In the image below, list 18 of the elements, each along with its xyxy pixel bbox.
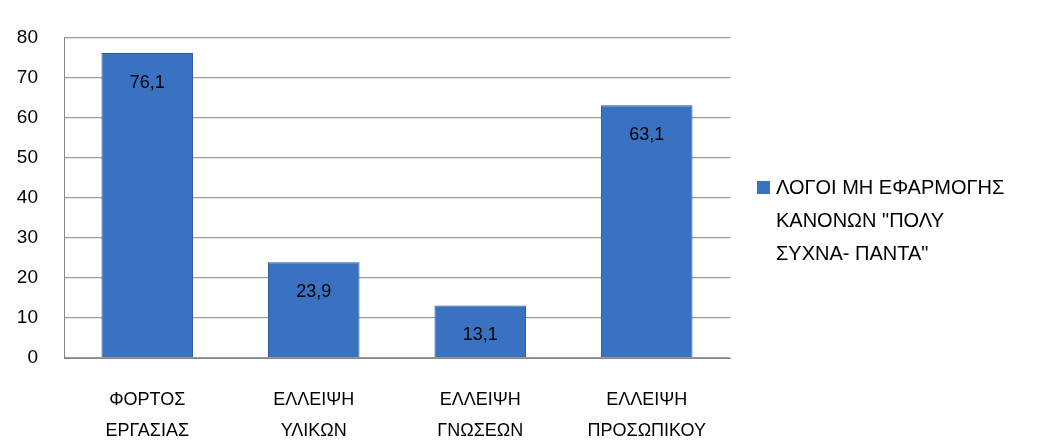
legend-label: ΛΟΓΟΙ ΜΗ ΕΦΑΡΜΟΓΗΣ ΚΑΝΟΝΩΝ "ΠΟΛΥ ΣΥΧΝΑ- ΠΑΝΤΑ" xyxy=(776,175,1006,266)
data-label: 13,1 xyxy=(462,324,498,345)
x-tick-label: ΕΛΛΕΙΨΗ ΠΡΟΣΩΠΙΚΟΥ xyxy=(587,388,706,441)
y-tick-label: 80 xyxy=(16,25,38,47)
y-tick-label: 10 xyxy=(16,306,38,328)
data-label: 76,1 xyxy=(129,72,165,92)
x-tick-label: ΦΟΡΤΟΣ ΕΡΓΑΣΙΑΣ xyxy=(105,388,190,441)
y-tick-label: 30 xyxy=(16,226,38,248)
x-tick-label: ΕΛΛΕΙΨΗ ΓΝΩΣΕΩΝ xyxy=(437,388,524,441)
data-label: 23,9 xyxy=(296,281,332,302)
y-tick-label: 20 xyxy=(16,266,38,288)
y-tick-label: 70 xyxy=(16,65,38,87)
y-tick-label: 0 xyxy=(27,346,38,368)
y-tick-label: 60 xyxy=(16,105,38,127)
y-tick-label: 40 xyxy=(16,185,38,207)
y-tick-label: 50 xyxy=(16,145,38,167)
data-label: 63,1 xyxy=(629,124,665,145)
x-tick-label: ΕΛΛΕΙΨΗ ΥΛΙΚΩΝ xyxy=(273,388,355,441)
